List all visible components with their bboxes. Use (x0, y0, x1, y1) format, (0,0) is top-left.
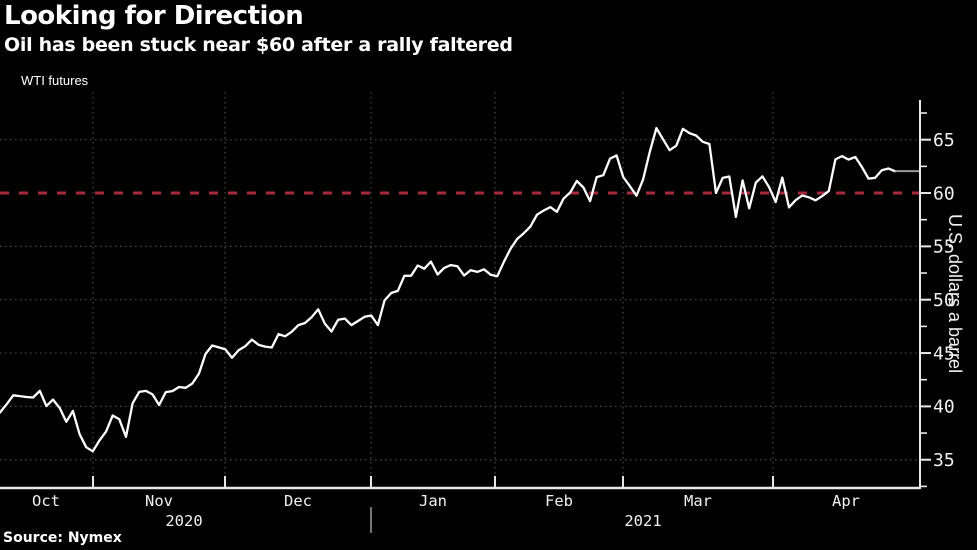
legend-label: WTI futures (21, 73, 89, 88)
x-month-label: Dec (284, 492, 312, 510)
legend: WTI futures (8, 73, 88, 88)
x-year-label: 2021 (624, 512, 661, 530)
y-tick-label: 55 (933, 237, 955, 258)
y-tick-label: 45 (933, 343, 955, 364)
x-month-label: Apr (832, 492, 860, 510)
y-axis-title: U.S. dollars a barrel (945, 214, 965, 374)
x-month-label: Jan (419, 492, 447, 510)
y-tick-label: 40 (933, 397, 955, 418)
x-month-label: Oct (32, 492, 60, 510)
y-tick-label: 35 (933, 450, 955, 471)
y-tick-label: 65 (933, 130, 955, 151)
x-month-label: Mar (684, 492, 712, 510)
x-year-label: 2020 (165, 512, 202, 530)
wti-price-line (0, 126, 897, 453)
y-tick-label: 50 (933, 290, 955, 311)
x-month-label: Nov (145, 492, 173, 510)
x-month-label: Feb (545, 492, 573, 510)
chart-title: Looking for Direction (4, 1, 304, 31)
source-note: Source: Nymex (3, 530, 122, 546)
y-tick-label: 60 (933, 183, 955, 204)
chart-subtitle: Oil has been stuck near $60 after a rall… (4, 34, 513, 56)
